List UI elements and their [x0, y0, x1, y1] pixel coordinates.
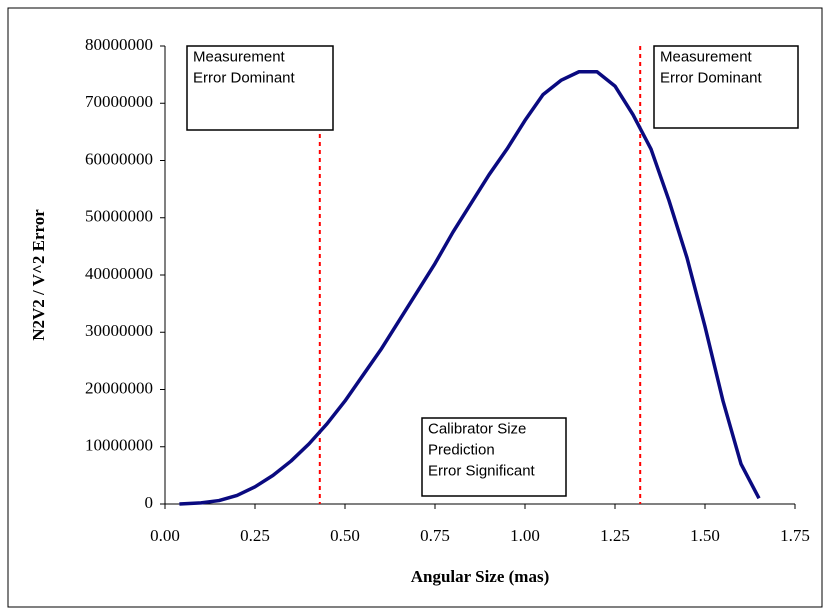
- x-tick-label: 1.00: [510, 526, 540, 545]
- y-tick-label: 20000000: [85, 378, 153, 397]
- x-tick-label: 1.50: [690, 526, 720, 545]
- y-tick-label: 80000000: [85, 35, 153, 54]
- annotation: Calibrator Size Prediction Error Significa…: [421, 417, 567, 497]
- x-tick-label: 1.25: [600, 526, 630, 545]
- annotation: Measurement Error Dominant: [186, 45, 334, 131]
- y-tick-label: 50000000: [85, 207, 153, 226]
- y-tick-label: 60000000: [85, 149, 153, 168]
- x-tick-label: 0.50: [330, 526, 360, 545]
- y-tick-label: 40000000: [85, 264, 153, 283]
- y-axis-label: N2V2 / V^2 Error: [29, 209, 48, 341]
- x-tick-label: 0.00: [150, 526, 180, 545]
- annotation-text: Error Dominant: [660, 69, 763, 86]
- annotation-box: [186, 45, 334, 131]
- annotation-box: [653, 45, 799, 129]
- annotation-text: Prediction: [428, 441, 495, 458]
- annotation-text: Error Dominant: [193, 69, 296, 86]
- y-tick-label: 0: [145, 493, 154, 512]
- annotation-text: Calibrator Size: [428, 420, 526, 437]
- x-tick-label: 0.75: [420, 526, 450, 545]
- y-tick-label: 70000000: [85, 92, 153, 111]
- x-tick-label: 1.75: [780, 526, 810, 545]
- annotation-text: Measurement: [660, 48, 753, 65]
- x-tick-label: 0.25: [240, 526, 270, 545]
- annotation: Measurement Error Dominant: [653, 45, 799, 129]
- annotation-box: [421, 417, 567, 497]
- x-axis-label: Angular Size (mas): [411, 567, 550, 586]
- annotation-text: Measurement: [193, 48, 286, 65]
- data-line: [179, 70, 761, 506]
- y-tick-label: 30000000: [85, 321, 153, 340]
- annotation-text: Error Significant: [428, 462, 536, 479]
- y-tick-label: 10000000: [85, 436, 153, 455]
